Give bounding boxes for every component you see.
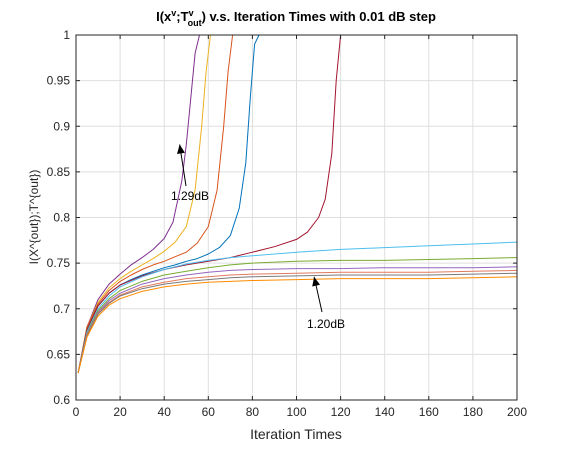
title-sup-2: v [189,8,194,18]
x-tick-label: 200 [507,405,527,419]
x-tick-label: 0 [73,405,80,419]
x-tick-label: 160 [419,405,439,419]
y-tick-label: 0.85 [47,165,71,179]
x-axis-label: Iteration Times [250,426,342,442]
x-tick-label: 140 [375,405,395,419]
title-sup-1: v [171,8,176,18]
y-tick-label: 0.6 [53,393,70,407]
annotation-arrow-head [312,276,321,287]
y-tick-label: 0.95 [47,74,71,88]
series-line-2 [77,34,517,373]
x-tick-label: 100 [286,405,306,419]
series-line-5 [77,34,517,373]
title-suffix: ) v.s. Iteration Times with 0.01 dB step [202,9,436,24]
y-tick-label: 0.9 [53,119,70,133]
y-tick-label: 0.75 [47,256,71,270]
y-tick-label: 1 [63,28,70,42]
series-line-9 [77,269,518,373]
tick-layer: 0 20 40 60 80 100 120 140 160 180 200 0.6 0.65 0.7 0.7… [47,28,528,419]
x-tick-label: 40 [158,405,172,419]
title-mid: ;T [176,9,188,24]
series-line-11 [77,276,518,373]
x-tick-label: 60 [202,405,216,419]
chart-title: I(xv;Tv out) v.s. Iteration Times with 0.… [156,8,436,28]
annotation-arrow-head [177,144,185,155]
y-tick-label: 0.8 [53,211,70,225]
grid-layer [76,35,517,400]
y-tick-label: 0.7 [53,302,70,316]
x-tick-label: 20 [113,405,127,419]
y-tick-label: 0.65 [47,347,71,361]
series-line-7 [77,257,518,373]
x-tick-label: 120 [331,405,351,419]
title-prefix: I(x [156,9,172,24]
series-line-6 [77,241,518,373]
annotation-label: 1.20dB [307,317,345,331]
annotation-layer: 1.29dB 1.20dB [171,144,345,331]
x-tick-label: 180 [463,405,483,419]
series-line-8 [77,266,518,373]
series-line-10 [77,272,518,373]
y-axis-label: I(X^{out});T^{out}) [27,170,41,265]
title-sub-2: out [188,18,202,28]
series-line-1 [77,34,517,373]
series-layer [77,34,518,373]
annotation-label: 1.29dB [171,189,209,203]
x-tick-label: 80 [246,405,260,419]
series-line-3 [77,34,517,373]
